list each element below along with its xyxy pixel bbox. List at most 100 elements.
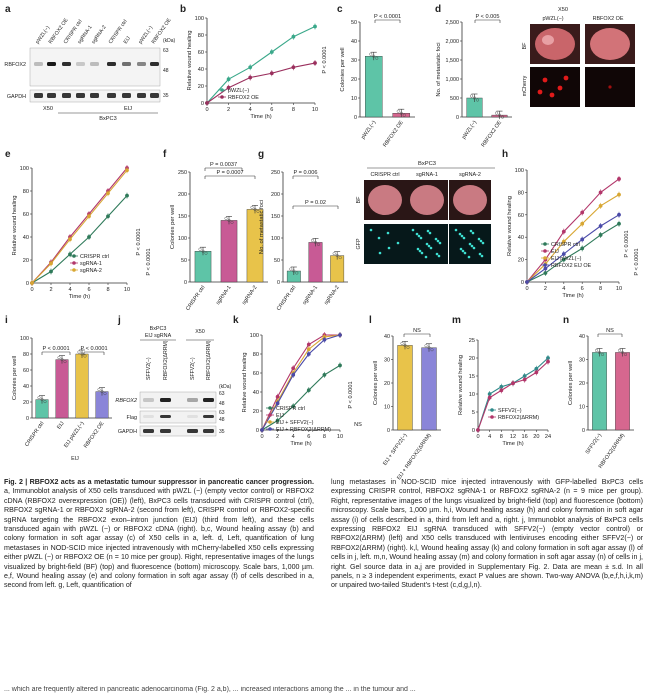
gfp-focus-g [480,254,484,258]
stat-label-b: P < 0.0001 [322,46,328,73]
group-label-j-eij: EIJ sgRNA [145,333,172,339]
y-axis-label-k: Relative wound healing [242,353,248,413]
data-point-h-1 [598,190,603,195]
series-line-k-0 [261,364,341,431]
gfp-focus-g [462,236,466,240]
y-tick-label-b: 100 [195,16,204,22]
panel-letter-k: k [233,315,239,326]
x-tick-label-m: 12 [510,434,516,440]
gfp-focus-g [437,254,441,258]
gfp-focus-g [459,247,463,251]
mcherry-focus-d [537,89,543,95]
legend-label-e-0: CRISPR ctrl [80,254,109,260]
lung-tissue-g-2 [453,185,487,215]
rbfox2-band-j-0 [143,398,154,402]
sig-label-c: P < 0.0001 [374,14,401,20]
dot-i [60,358,64,362]
y-tick-label-h: 0 [521,280,524,286]
data-point-h-3 [580,237,585,242]
blot-row-label-j-rbfox2: RBFOX2 [115,398,137,404]
dot-g [317,242,321,246]
gapdh-band-j-2 [187,429,198,433]
x-tick-label-h: 0 [525,286,528,292]
x-tick-label-e: 10 [124,287,130,293]
data-point-h-3 [543,266,548,271]
kda-marker-j-4: 35 [219,429,225,435]
data-point-k-3 [260,428,264,432]
gfp-focus-g [396,241,400,245]
sig-label-g2: P = 0.02 [305,200,326,206]
y-tick-label-n: 10 [579,405,585,411]
bar-i-2 [75,353,89,419]
x-tick-label-b: 6 [270,107,273,113]
dot-i [83,354,87,358]
gfp-focus-g [458,232,462,236]
data-point-b-1 [205,101,209,105]
x-tick-label-b: 4 [249,107,252,113]
gfp-focus-g [467,255,471,259]
legend-label-b-0: pWZL(−) [228,88,249,94]
x-category-label-g-1: sgRNA-1 [302,285,319,306]
x-axis-label-k: Time (h) [290,441,311,447]
gfp-focus-g [415,232,419,236]
y-tick-label-i: 100 [20,336,29,342]
dot-f [256,209,260,213]
series-line-b-0 [206,26,316,104]
y-tick-label-b: 80 [198,33,204,39]
stat-label-e-2: P < 0.0001 [146,248,152,275]
y-tick-label-c: 20 [351,77,357,83]
y-tick-label-b: 20 [198,84,204,90]
dot-f [224,216,228,220]
rbfox2-band-j-2 [187,398,198,402]
data-point-m-1 [487,395,492,400]
data-point-k-1 [275,394,280,399]
panel-letter-h: h [502,149,508,160]
data-point-k-1 [306,342,311,347]
y-axis-label-b: Relative wound healing [187,31,193,91]
data-point-b-1 [291,65,296,70]
x-tick-label-k: 2 [276,434,279,440]
blot-row-label-rbfox2: RBFOX2 [4,62,26,68]
y-tick-label-f: 150 [178,214,187,220]
image-col-label-g-2: sgRNA-2 [459,172,481,178]
body-text-fragment: ... which are frequently altered in panc… [4,686,416,693]
x-category-label-g-0: CRISPR ctrl [276,285,298,312]
gfp-focus-g [460,234,464,238]
data-point-k-0 [306,388,311,392]
lane-label-a-6: EIJ [123,35,132,45]
kda-marker-j-3: 48 [219,417,225,423]
dot-l [400,341,404,345]
data-point-m-0 [487,392,492,396]
y-tick-label-f: 50 [181,258,187,264]
x-tick-label-h: 10 [616,286,622,292]
gfp-focus-g [425,242,429,246]
gfp-focus-g [417,234,421,238]
y-tick-label-l: 0 [387,428,390,434]
bar-c-0 [365,56,383,118]
image-row-label-g-bf: BF [356,196,362,204]
dot-l [403,343,407,347]
gapdh-band-1 [47,93,56,98]
data-point-b-0 [226,77,231,82]
y-tick-label-d: 500 [450,96,459,102]
rbfox2-band-4 [90,62,99,66]
data-point-m-1 [476,428,480,432]
data-point-e-2 [87,214,91,219]
dot-f [230,220,234,224]
flag-band-j-1 [160,415,171,418]
gapdh-band-4 [90,93,99,98]
series-line-e-2 [31,169,128,284]
stat-label-e-1: P < 0.0001 [136,228,142,255]
y-axis-label-g: No. of metastatic foci [259,200,265,254]
dot-n [624,352,628,356]
x-tick-label-e: 8 [106,287,109,293]
lung-image-fluor-d-0 [530,67,580,107]
mcherry-focus-d [563,75,569,81]
dot-i [40,398,44,402]
legend-label-e-2: sgRNA-2 [80,268,102,274]
blot-membrane-j-gapdh [139,425,217,437]
x-tick-label-h: 6 [581,286,584,292]
data-point-h-0 [580,246,585,251]
data-point-k-0 [291,404,296,409]
